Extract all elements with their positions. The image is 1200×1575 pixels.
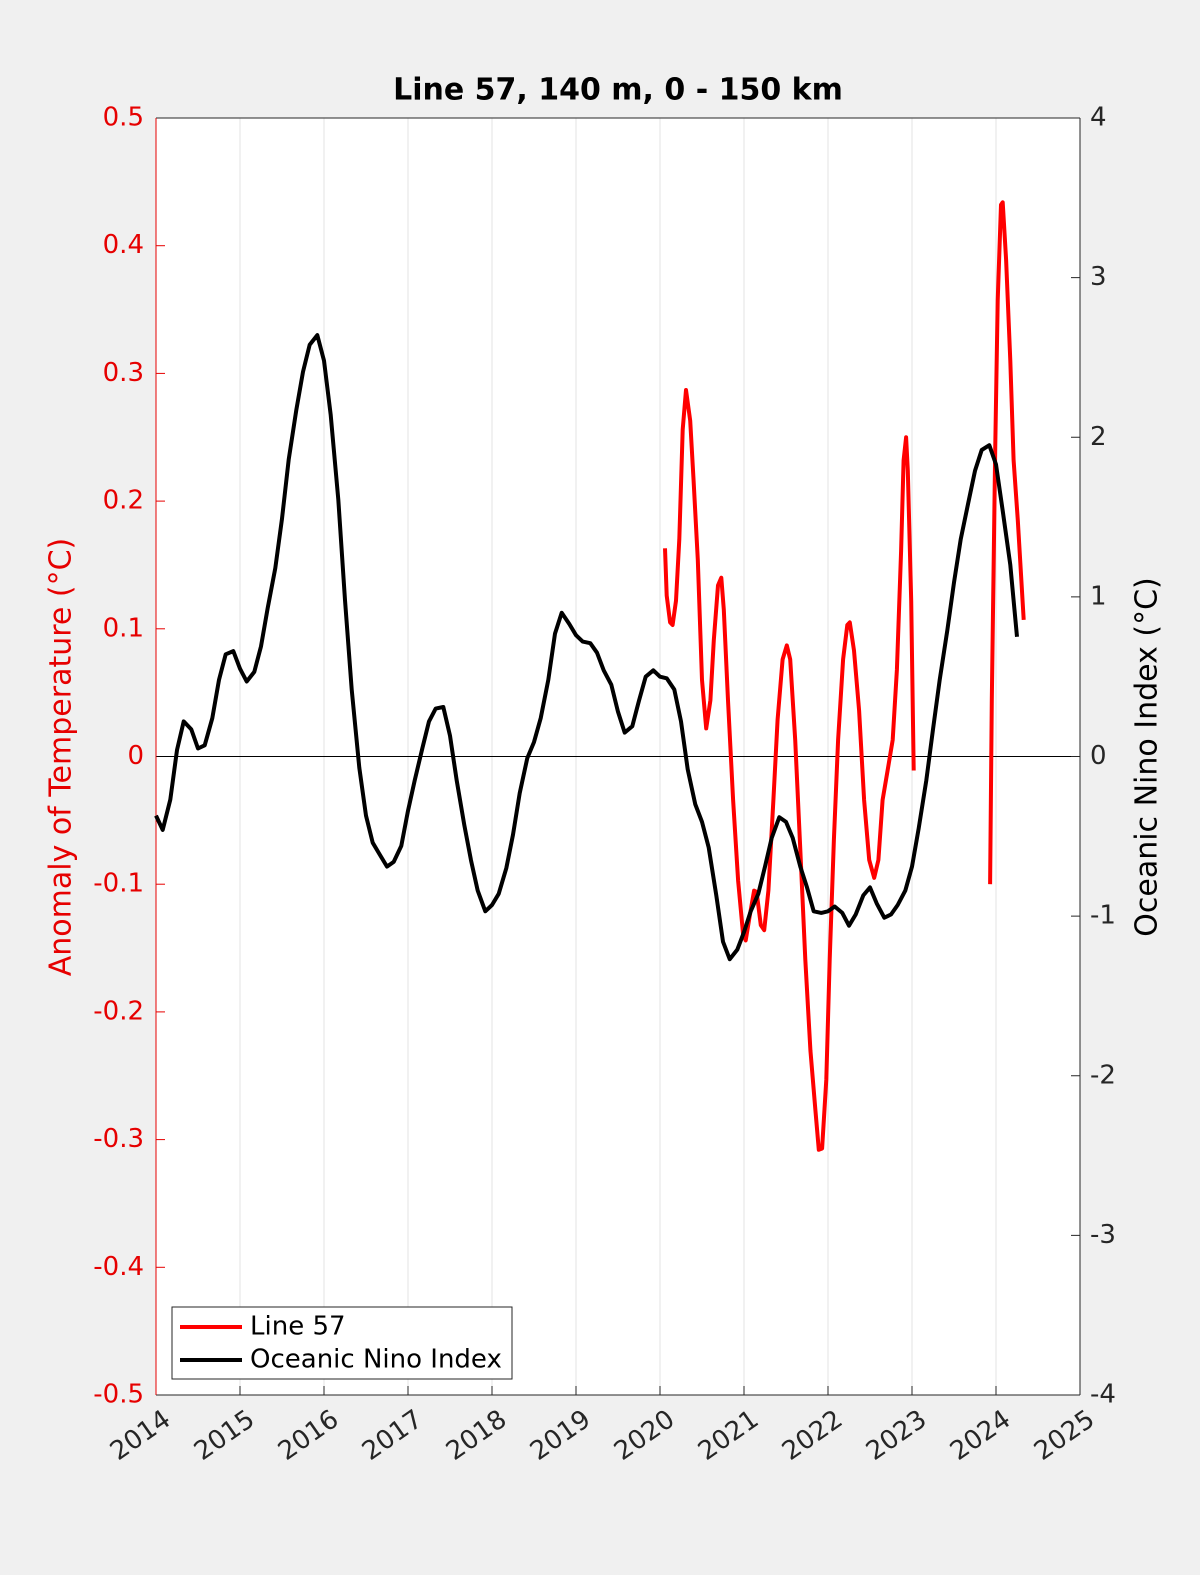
y-tick-label: -0.4 — [93, 1252, 144, 1282]
x-tick-label: 2018 — [441, 1404, 512, 1467]
x-tick-label: 2015 — [189, 1404, 260, 1467]
y-tick-label: -0.3 — [93, 1124, 144, 1154]
y-tick-label: 0.3 — [103, 358, 144, 388]
x-tick-label: 2014 — [105, 1404, 176, 1467]
y-tick-label: 0.5 — [103, 103, 144, 133]
y-tick-label: -0.2 — [93, 996, 144, 1026]
x-tick-label: 2022 — [777, 1404, 848, 1467]
y2-tick-label: -3 — [1090, 1220, 1116, 1250]
y2-tick-label: 4 — [1090, 103, 1107, 133]
y-tick-label: 0.4 — [103, 230, 144, 260]
x-tick-label: 2016 — [273, 1404, 344, 1467]
y2-tick-label: 0 — [1090, 741, 1107, 771]
y2-tick-label: -4 — [1090, 1380, 1116, 1410]
x-tick-label: 2021 — [693, 1404, 764, 1467]
chart-title: Line 57, 140 m, 0 - 150 km — [393, 73, 843, 108]
y2-tick-label: -2 — [1090, 1060, 1116, 1090]
x-tick-label: 2023 — [861, 1404, 932, 1467]
x-tick-label: 2020 — [609, 1404, 680, 1467]
x-tick-label: 2017 — [357, 1404, 428, 1467]
y2-tick-label: 2 — [1090, 422, 1107, 452]
y2-tick-label: -1 — [1090, 901, 1116, 931]
x-tick-label: 2024 — [945, 1404, 1016, 1467]
y-tick-label: -0.5 — [93, 1380, 144, 1410]
legend-box — [171, 1306, 513, 1380]
y2-tick-label: 1 — [1090, 581, 1107, 611]
y-tick-label: 0.1 — [103, 613, 144, 643]
legend-label: Line 57 — [250, 1312, 346, 1342]
series-line — [663, 200, 1026, 1152]
x-tick-label: 2025 — [1029, 1404, 1100, 1467]
y-tick-label: 0 — [127, 741, 144, 771]
y2-tick-label: 3 — [1090, 262, 1107, 292]
legend-label: Oceanic Nino Index — [250, 1345, 502, 1375]
y-axis-label: Anomaly of Temperature (°C) — [44, 538, 79, 977]
series-line — [154, 333, 1019, 962]
y-tick-label: 0.2 — [103, 486, 144, 516]
y-tick-label: -0.1 — [93, 869, 144, 899]
x-tick-label: 2019 — [525, 1404, 596, 1467]
y2-axis-label: Oceanic Nino Index (°C) — [1130, 577, 1165, 937]
